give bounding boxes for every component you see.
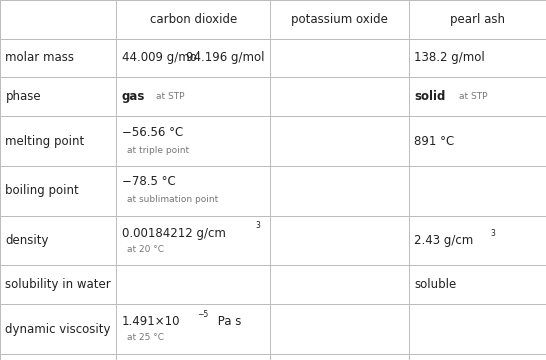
Text: −56.56 °C: −56.56 °C xyxy=(122,126,183,139)
Text: density: density xyxy=(5,234,49,247)
Text: carbon dioxide: carbon dioxide xyxy=(150,13,237,26)
Text: melting point: melting point xyxy=(5,135,85,148)
Text: molar mass: molar mass xyxy=(5,51,74,64)
Text: gas: gas xyxy=(122,90,145,103)
Text: Pa s: Pa s xyxy=(214,315,241,328)
Text: 2.43 g/cm: 2.43 g/cm xyxy=(414,234,474,247)
Text: solubility in water: solubility in water xyxy=(5,278,111,291)
Text: potassium oxide: potassium oxide xyxy=(291,13,388,26)
Text: −78.5 °C: −78.5 °C xyxy=(122,175,175,188)
Text: at STP: at STP xyxy=(459,92,488,101)
Text: 44.009 g/mol: 44.009 g/mol xyxy=(122,51,200,64)
Text: 3: 3 xyxy=(256,221,260,230)
Text: solid: solid xyxy=(414,90,446,103)
Text: boiling point: boiling point xyxy=(5,184,79,197)
Text: 138.2 g/mol: 138.2 g/mol xyxy=(414,51,485,64)
Text: soluble: soluble xyxy=(414,278,456,291)
Text: dynamic viscosity: dynamic viscosity xyxy=(5,323,111,336)
Text: 1.491×10: 1.491×10 xyxy=(122,315,180,328)
Text: at STP: at STP xyxy=(156,92,185,101)
Text: 891 °C: 891 °C xyxy=(414,135,455,148)
Text: 3: 3 xyxy=(491,229,496,238)
Text: 0.00184212 g/cm: 0.00184212 g/cm xyxy=(122,226,225,239)
Text: at 25 °C: at 25 °C xyxy=(127,333,164,342)
Text: phase: phase xyxy=(5,90,41,103)
Text: −5: −5 xyxy=(197,310,209,319)
Text: at triple point: at triple point xyxy=(127,145,189,154)
Text: at 20 °C: at 20 °C xyxy=(127,245,164,254)
Text: at sublimation point: at sublimation point xyxy=(127,195,218,204)
Text: 94.196 g/mol: 94.196 g/mol xyxy=(186,51,265,64)
Text: pearl ash: pearl ash xyxy=(450,13,505,26)
